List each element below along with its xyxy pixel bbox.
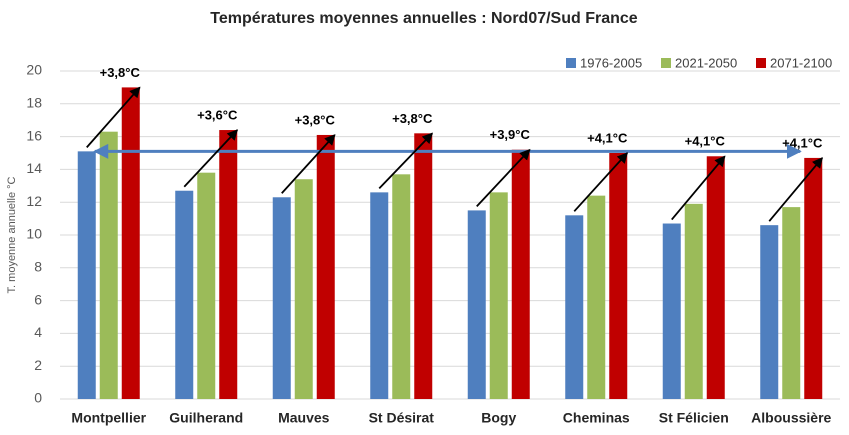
y-tick-label: 6 bbox=[34, 291, 42, 307]
bar bbox=[662, 223, 681, 399]
bar bbox=[706, 156, 725, 399]
bar bbox=[197, 172, 216, 399]
y-axis-label: T. moyenne annuelle °C bbox=[6, 176, 18, 293]
y-tick-label: 12 bbox=[26, 193, 42, 209]
chart-title: Températures moyennes annuelles : Nord07… bbox=[210, 10, 637, 27]
legend-label: 2021-2050 bbox=[675, 55, 737, 70]
x-tick-label: Alboussière bbox=[751, 410, 831, 426]
bar bbox=[760, 225, 779, 399]
bar bbox=[316, 134, 335, 399]
change-arrow bbox=[281, 134, 336, 194]
y-tick-label: 8 bbox=[34, 259, 42, 275]
change-arrow bbox=[573, 152, 628, 212]
legend-swatch bbox=[661, 58, 671, 68]
y-tick-label: 14 bbox=[26, 160, 42, 176]
bar bbox=[511, 149, 530, 399]
x-tick-label: Montpellier bbox=[71, 410, 146, 426]
bar bbox=[782, 207, 801, 399]
annotation: +4,1°C bbox=[685, 134, 726, 149]
annotation: +3,6°C bbox=[197, 107, 238, 122]
bar bbox=[294, 179, 313, 399]
legend-label: 1976-2005 bbox=[580, 55, 642, 70]
y-tick-label: 4 bbox=[34, 324, 42, 340]
y-tick-label: 0 bbox=[34, 390, 42, 406]
annotation: +3,8°C bbox=[295, 112, 336, 127]
bar bbox=[684, 203, 703, 399]
x-tick-label: Guilherand bbox=[169, 410, 243, 426]
bar bbox=[587, 195, 606, 399]
y-tick-label: 2 bbox=[34, 357, 42, 373]
bar bbox=[272, 197, 291, 399]
annotation: +4,1°C bbox=[587, 130, 628, 145]
x-tick-label: Bogy bbox=[481, 410, 516, 426]
annotation: +3,9°C bbox=[490, 127, 531, 142]
bar bbox=[175, 190, 194, 399]
change-arrow bbox=[671, 155, 726, 221]
bar bbox=[565, 215, 584, 399]
bar bbox=[489, 192, 508, 399]
change-arrow bbox=[476, 148, 531, 208]
x-tick-label: St Désirat bbox=[369, 410, 435, 426]
annotation: +3,8°C bbox=[392, 111, 433, 126]
y-tick-label: 10 bbox=[26, 226, 42, 242]
annotation: +3,8°C bbox=[100, 65, 141, 80]
change-arrow bbox=[768, 157, 823, 222]
bar bbox=[609, 153, 628, 399]
y-tick-label: 16 bbox=[26, 127, 42, 143]
x-tick-label: St Félicien bbox=[659, 410, 729, 426]
legend-label: 2071-2100 bbox=[770, 55, 832, 70]
annotation: +4,1°C bbox=[782, 135, 823, 150]
y-tick-label: 18 bbox=[26, 95, 42, 111]
bar bbox=[414, 133, 433, 399]
change-arrow bbox=[86, 86, 141, 148]
bar bbox=[77, 151, 96, 399]
x-tick-label: Mauves bbox=[278, 410, 330, 426]
bar bbox=[467, 210, 486, 399]
bar bbox=[370, 192, 389, 399]
bar bbox=[392, 174, 411, 399]
bar bbox=[121, 87, 140, 400]
bar bbox=[804, 157, 823, 399]
legend-swatch bbox=[756, 58, 766, 68]
bar bbox=[99, 131, 118, 399]
y-tick-label: 20 bbox=[26, 62, 42, 78]
legend-swatch bbox=[566, 58, 576, 68]
change-arrow bbox=[378, 132, 433, 189]
bar bbox=[219, 130, 238, 400]
x-tick-label: Cheminas bbox=[563, 410, 630, 426]
change-arrow bbox=[183, 129, 238, 188]
